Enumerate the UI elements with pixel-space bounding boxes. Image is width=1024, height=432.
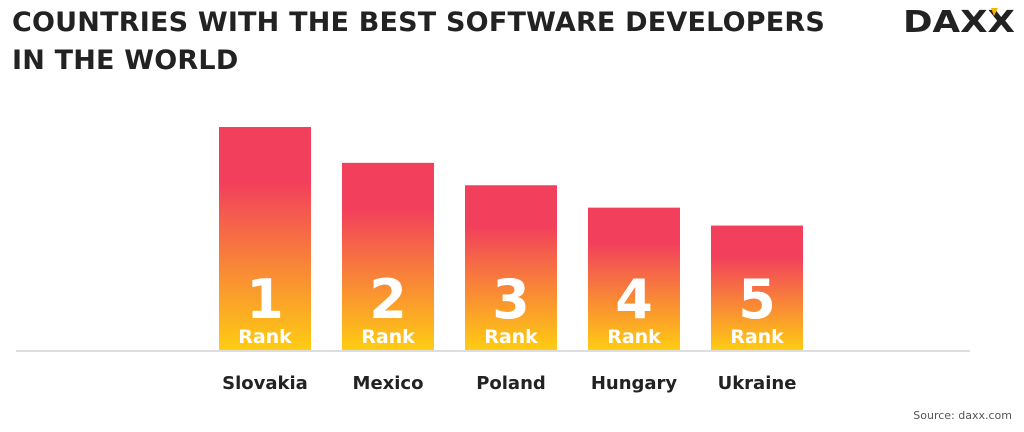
- rank-word-label: Rank: [484, 326, 538, 348]
- rank-word-label: Rank: [361, 326, 415, 348]
- x-tick-label: Mexico: [353, 373, 424, 394]
- rank-word-label: Rank: [730, 326, 784, 348]
- rank-number-label: 2: [369, 268, 407, 331]
- chart-title: COUNTRIES WITH THE BEST SOFTWARE DEVELOP…: [12, 4, 872, 80]
- bar-poland: [465, 185, 557, 351]
- x-tick-label: Hungary: [591, 373, 678, 394]
- bar-chart: 1RankSlovakia2RankMexico3RankPoland4Rank…: [16, 127, 970, 394]
- rank-word-label: Rank: [607, 326, 661, 348]
- rank-number-label: 4: [615, 268, 653, 331]
- x-tick-label: Poland: [476, 373, 546, 394]
- chart-title-line-1: COUNTRIES WITH THE BEST SOFTWARE DEVELOP…: [12, 7, 826, 38]
- bar-ukraine: [711, 225, 803, 351]
- source-note: Source: daxx.com: [913, 409, 1012, 422]
- bars-group: 1RankSlovakia2RankMexico3RankPoland4Rank…: [219, 127, 803, 394]
- rank-number-label: 3: [492, 268, 530, 331]
- x-tick-label: Ukraine: [718, 373, 797, 394]
- logo-accent-mark: [991, 8, 998, 16]
- rank-number-label: 1: [246, 268, 284, 331]
- rank-number-label: 5: [738, 268, 776, 331]
- bar-mexico: [342, 162, 434, 351]
- rank-word-label: Rank: [238, 326, 292, 348]
- bar-slovakia: [219, 127, 311, 351]
- bar-hungary: [588, 207, 680, 351]
- daxx-logo: DAXX: [903, 5, 1015, 38]
- chart-title-line-2: IN THE WORLD: [12, 45, 239, 76]
- x-tick-label: Slovakia: [222, 373, 308, 394]
